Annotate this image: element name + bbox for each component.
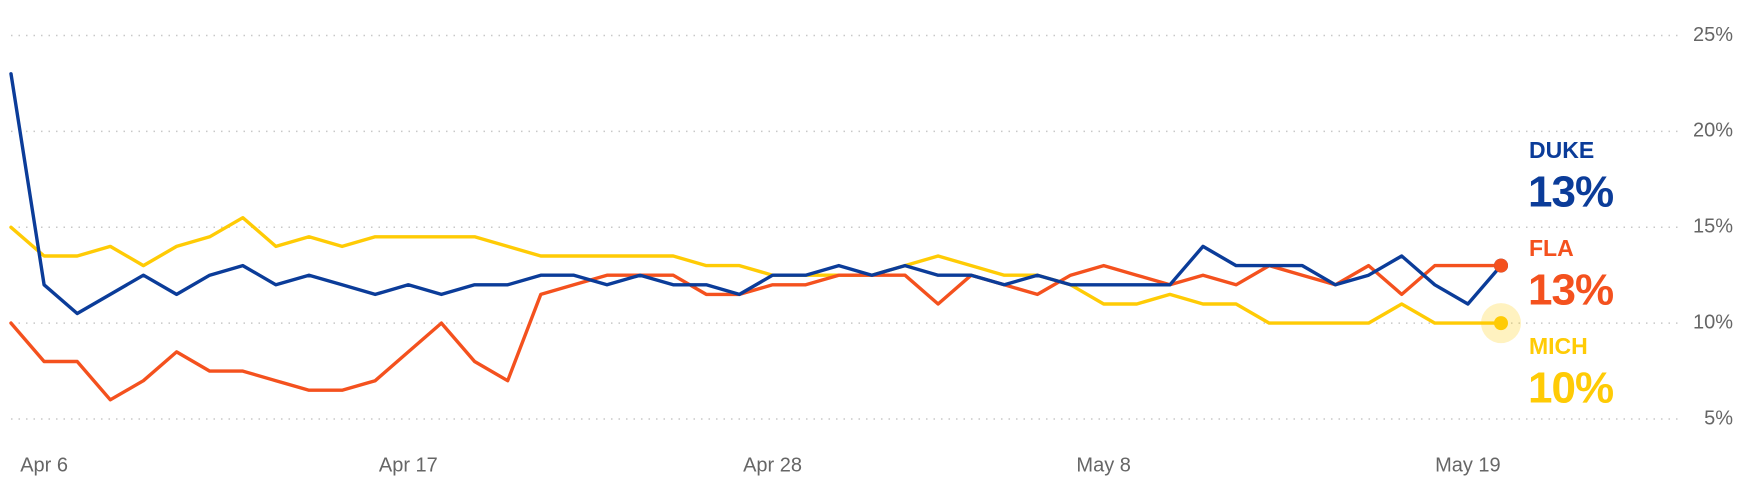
legend-name: MICH: [1529, 333, 1588, 359]
end-value-label: 13%: [1528, 168, 1613, 217]
y-tick-label: 20%: [1693, 120, 1733, 142]
y-tick-label: 25%: [1693, 24, 1733, 46]
y-tick-label: 5%: [1704, 407, 1733, 429]
end-value-label: 13%: [1528, 266, 1613, 315]
legend-name: DUKE: [1529, 137, 1594, 163]
x-tick-label: Apr 28: [743, 454, 802, 476]
series-line: [9, 263, 1503, 402]
x-tick-label: May 8: [1076, 454, 1130, 476]
end-marker: [1494, 258, 1508, 273]
series-line: [9, 216, 1503, 325]
end-value-label: 10%: [1528, 364, 1613, 413]
series-line: [9, 72, 1503, 316]
y-tick-label: 10%: [1693, 311, 1733, 333]
end-marker: [1494, 316, 1508, 331]
x-tick-label: Apr 17: [379, 454, 438, 476]
x-tick-label: Apr 6: [20, 454, 68, 476]
x-tick-label: May 19: [1435, 454, 1501, 476]
y-tick-label: 15%: [1693, 216, 1733, 238]
legend-name: FLA: [1529, 235, 1574, 261]
